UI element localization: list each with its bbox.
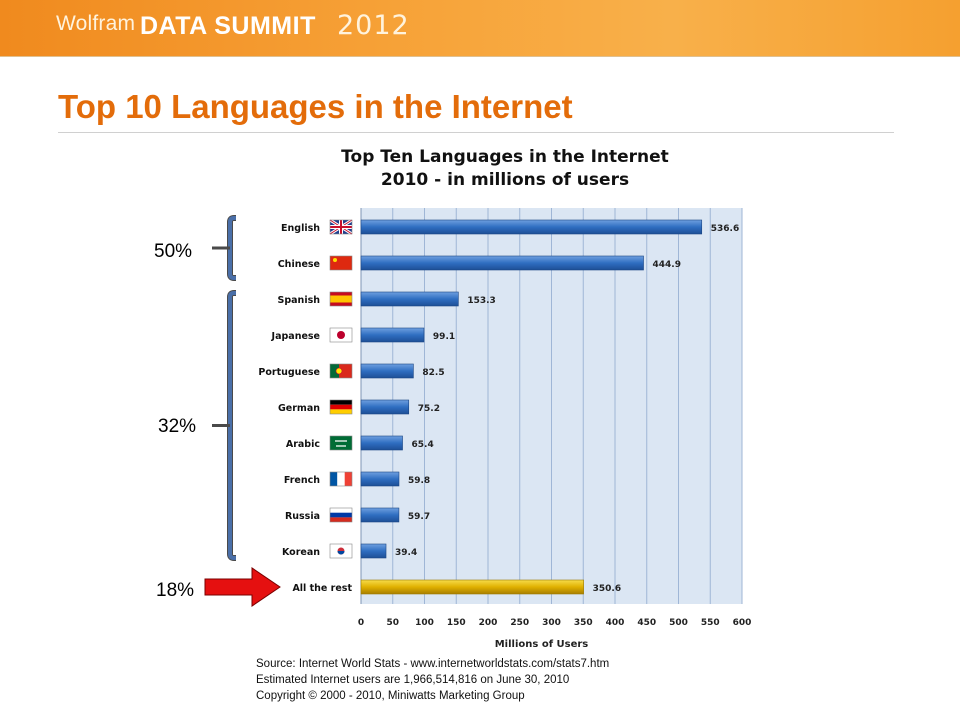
- bar-value-label: 82.5: [422, 368, 444, 378]
- bar: [360, 579, 584, 595]
- bar-value-label: 59.8: [408, 476, 430, 486]
- header-banner: Wolfram DATA SUMMIT 2012: [0, 0, 960, 57]
- chart-title-block: Top Ten Languages in the Internet 2010 -…: [300, 146, 710, 192]
- title-divider: [58, 132, 894, 133]
- korea-flag-icon: [329, 543, 353, 559]
- bar-value-label: 444.9: [653, 260, 681, 270]
- bar-value-label: 39.4: [395, 548, 417, 558]
- x-tick-label: 0: [358, 618, 364, 628]
- source-line: Copyright © 2000 - 2010, Miniwatts Marke…: [256, 690, 525, 702]
- uk-flag-icon: [329, 218, 353, 236]
- russia-flag-icon: [329, 507, 353, 523]
- bar: [360, 291, 459, 307]
- chart-title: Top Ten Languages in the Internet: [341, 147, 669, 167]
- x-tick-label: 400: [606, 618, 625, 628]
- bar-value-label: 59.7: [408, 512, 430, 522]
- callout-top-percent: 50%: [154, 241, 193, 262]
- bar: [360, 255, 644, 271]
- slide-title: Top 10 Languages in the Internet: [58, 88, 573, 125]
- japan-flag-icon: [329, 327, 353, 343]
- bar-value-label: 153.3: [467, 296, 495, 306]
- callout-rest-percent: 18%: [156, 580, 195, 601]
- category-label: Spanish: [278, 295, 321, 306]
- bar-value-label: 350.6: [593, 584, 621, 594]
- x-tick-label: 350: [574, 618, 593, 628]
- source-line: Source: Internet World Stats - www.inter…: [256, 658, 610, 670]
- bar-value-label: 99.1: [433, 332, 455, 342]
- source-line: Estimated Internet users are 1,966,514,8…: [256, 674, 570, 686]
- callout-middle-percent: 32%: [158, 416, 197, 437]
- x-tick-label: 450: [637, 618, 656, 628]
- x-tick-label: 250: [510, 618, 529, 628]
- bar: [360, 363, 414, 379]
- germany-flag-icon: [329, 399, 353, 415]
- bar: [360, 543, 387, 559]
- x-tick-label: 300: [542, 618, 561, 628]
- x-tick-label: 550: [701, 618, 720, 628]
- x-tick-label: 100: [415, 618, 434, 628]
- x-tick-label: 200: [479, 618, 498, 628]
- red-arrow-icon: [204, 567, 281, 607]
- france-flag-icon: [329, 471, 353, 487]
- source-note: Source: Internet World Stats - www.inter…: [256, 656, 609, 704]
- category-label: Arabic: [286, 439, 320, 450]
- category-label: Portuguese: [258, 367, 320, 378]
- bar: [360, 507, 400, 523]
- bar-value-label: 536.6: [711, 224, 739, 234]
- saudi-flag-icon: [329, 435, 353, 451]
- category-label: Korean: [282, 547, 320, 558]
- category-label: French: [284, 475, 320, 486]
- wolfram-logo-text: Wolfram: [56, 12, 136, 35]
- chart-subtitle: 2010 - in millions of users: [380, 170, 630, 190]
- category-label: English: [281, 223, 320, 234]
- bar: [360, 327, 425, 343]
- x-tick-label: 150: [447, 618, 466, 628]
- bar: [360, 399, 410, 415]
- category-label: Japanese: [271, 331, 320, 342]
- x-axis-label: Millions of Users: [495, 639, 589, 650]
- x-tick-label: 50: [386, 618, 399, 628]
- bar-value-label: 75.2: [418, 404, 440, 414]
- bar: [360, 471, 400, 487]
- bar: [360, 435, 403, 451]
- bar: [360, 219, 703, 235]
- china-flag-icon: [329, 255, 353, 271]
- category-label: Chinese: [278, 259, 320, 270]
- spain-flag-icon: [329, 291, 353, 307]
- event-name: DATA SUMMIT: [140, 12, 316, 40]
- bar-value-label: 65.4: [412, 440, 434, 450]
- x-tick-label: 600: [733, 618, 752, 628]
- category-label: German: [278, 403, 320, 414]
- category-label: All the rest: [292, 583, 352, 594]
- x-tick-label: 500: [669, 618, 688, 628]
- category-label: Russia: [285, 511, 320, 522]
- portugal-flag-icon: [329, 363, 353, 379]
- event-year: 2012: [337, 10, 410, 41]
